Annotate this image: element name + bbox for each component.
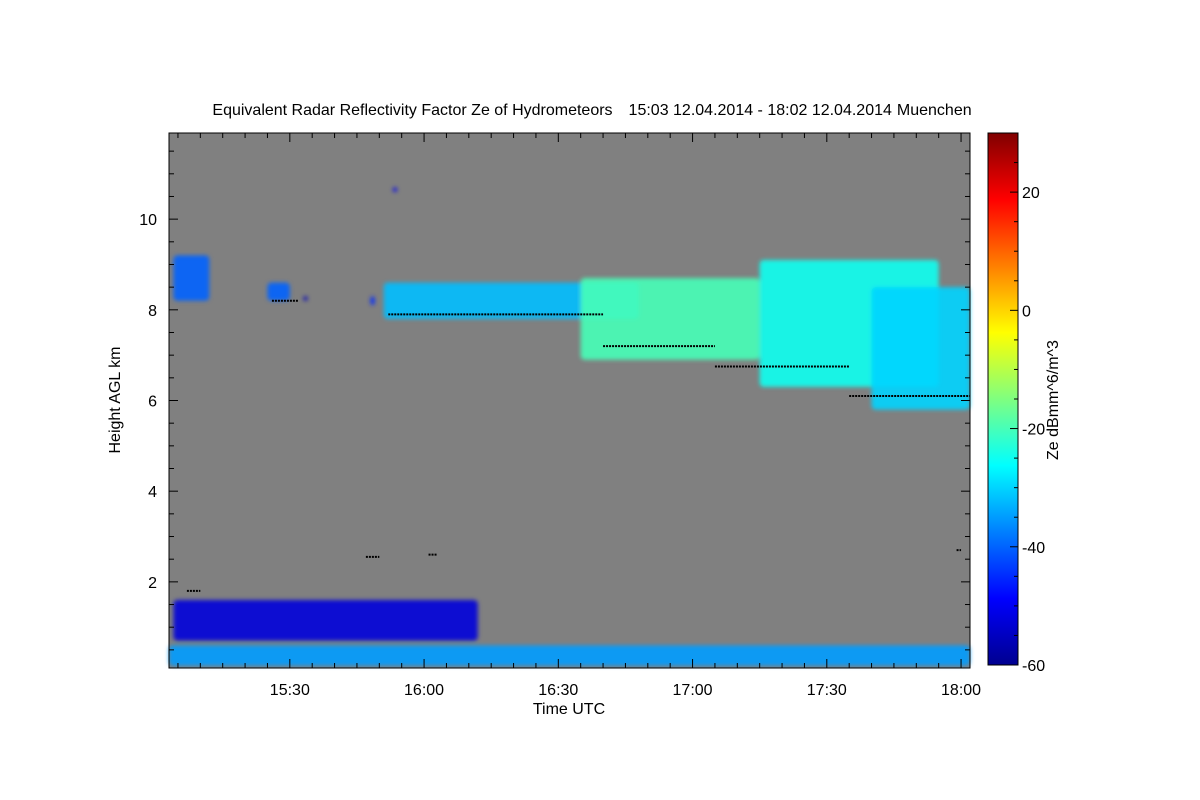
x-tick-label: 16:00 [404,682,444,699]
colorbar-tick-label: 20 [1022,185,1040,202]
x-axis-label: Time UTC [533,701,605,718]
x-tick-label: 18:00 [941,682,981,699]
x-tick-label: 17:00 [673,682,713,699]
echo-region [173,599,478,641]
echo-region [173,255,210,301]
cloud-base-layer [186,299,970,592]
echo-region [370,296,375,306]
y-tick-label: 4 [148,484,157,501]
colorbar-tick-label: -60 [1022,658,1045,675]
x-tick-label: 15:30 [270,682,310,699]
colorbar-tick-label: -20 [1022,422,1045,439]
chart-title: Equivalent Radar Reflectivity Factor Ze … [212,102,971,119]
colorbar-label: Ze dBmm^6/m^3 [1045,340,1062,460]
echo-region [169,645,970,666]
colorbar-tick-label: 0 [1022,303,1031,320]
y-tick-label: 10 [139,212,157,229]
colorbar-tick-label: -40 [1022,540,1045,557]
y-axis-label: Height AGL km [107,346,124,453]
plot-area [169,133,970,668]
echo-region [871,287,970,410]
axes: 15:30 16:00 16:30 17:00 17:30 18:00 2 4 6 8 10 [139,133,981,699]
x-tick-label: 16:30 [538,682,578,699]
y-tick-label: 8 [148,303,157,320]
echo-region [580,278,760,360]
x-tick-label: 17:30 [807,682,847,699]
echo-layer [169,187,970,666]
colorbar [987,132,1019,666]
echo-region [392,187,398,192]
y-tick-label: 6 [148,394,157,411]
echo-region [267,282,290,301]
y-tick-label: 2 [148,575,157,592]
echo-region [383,282,639,319]
echo-region [303,296,308,301]
colorbar-ticks: 20 0 -20 -40 -60 [1010,162,1045,675]
